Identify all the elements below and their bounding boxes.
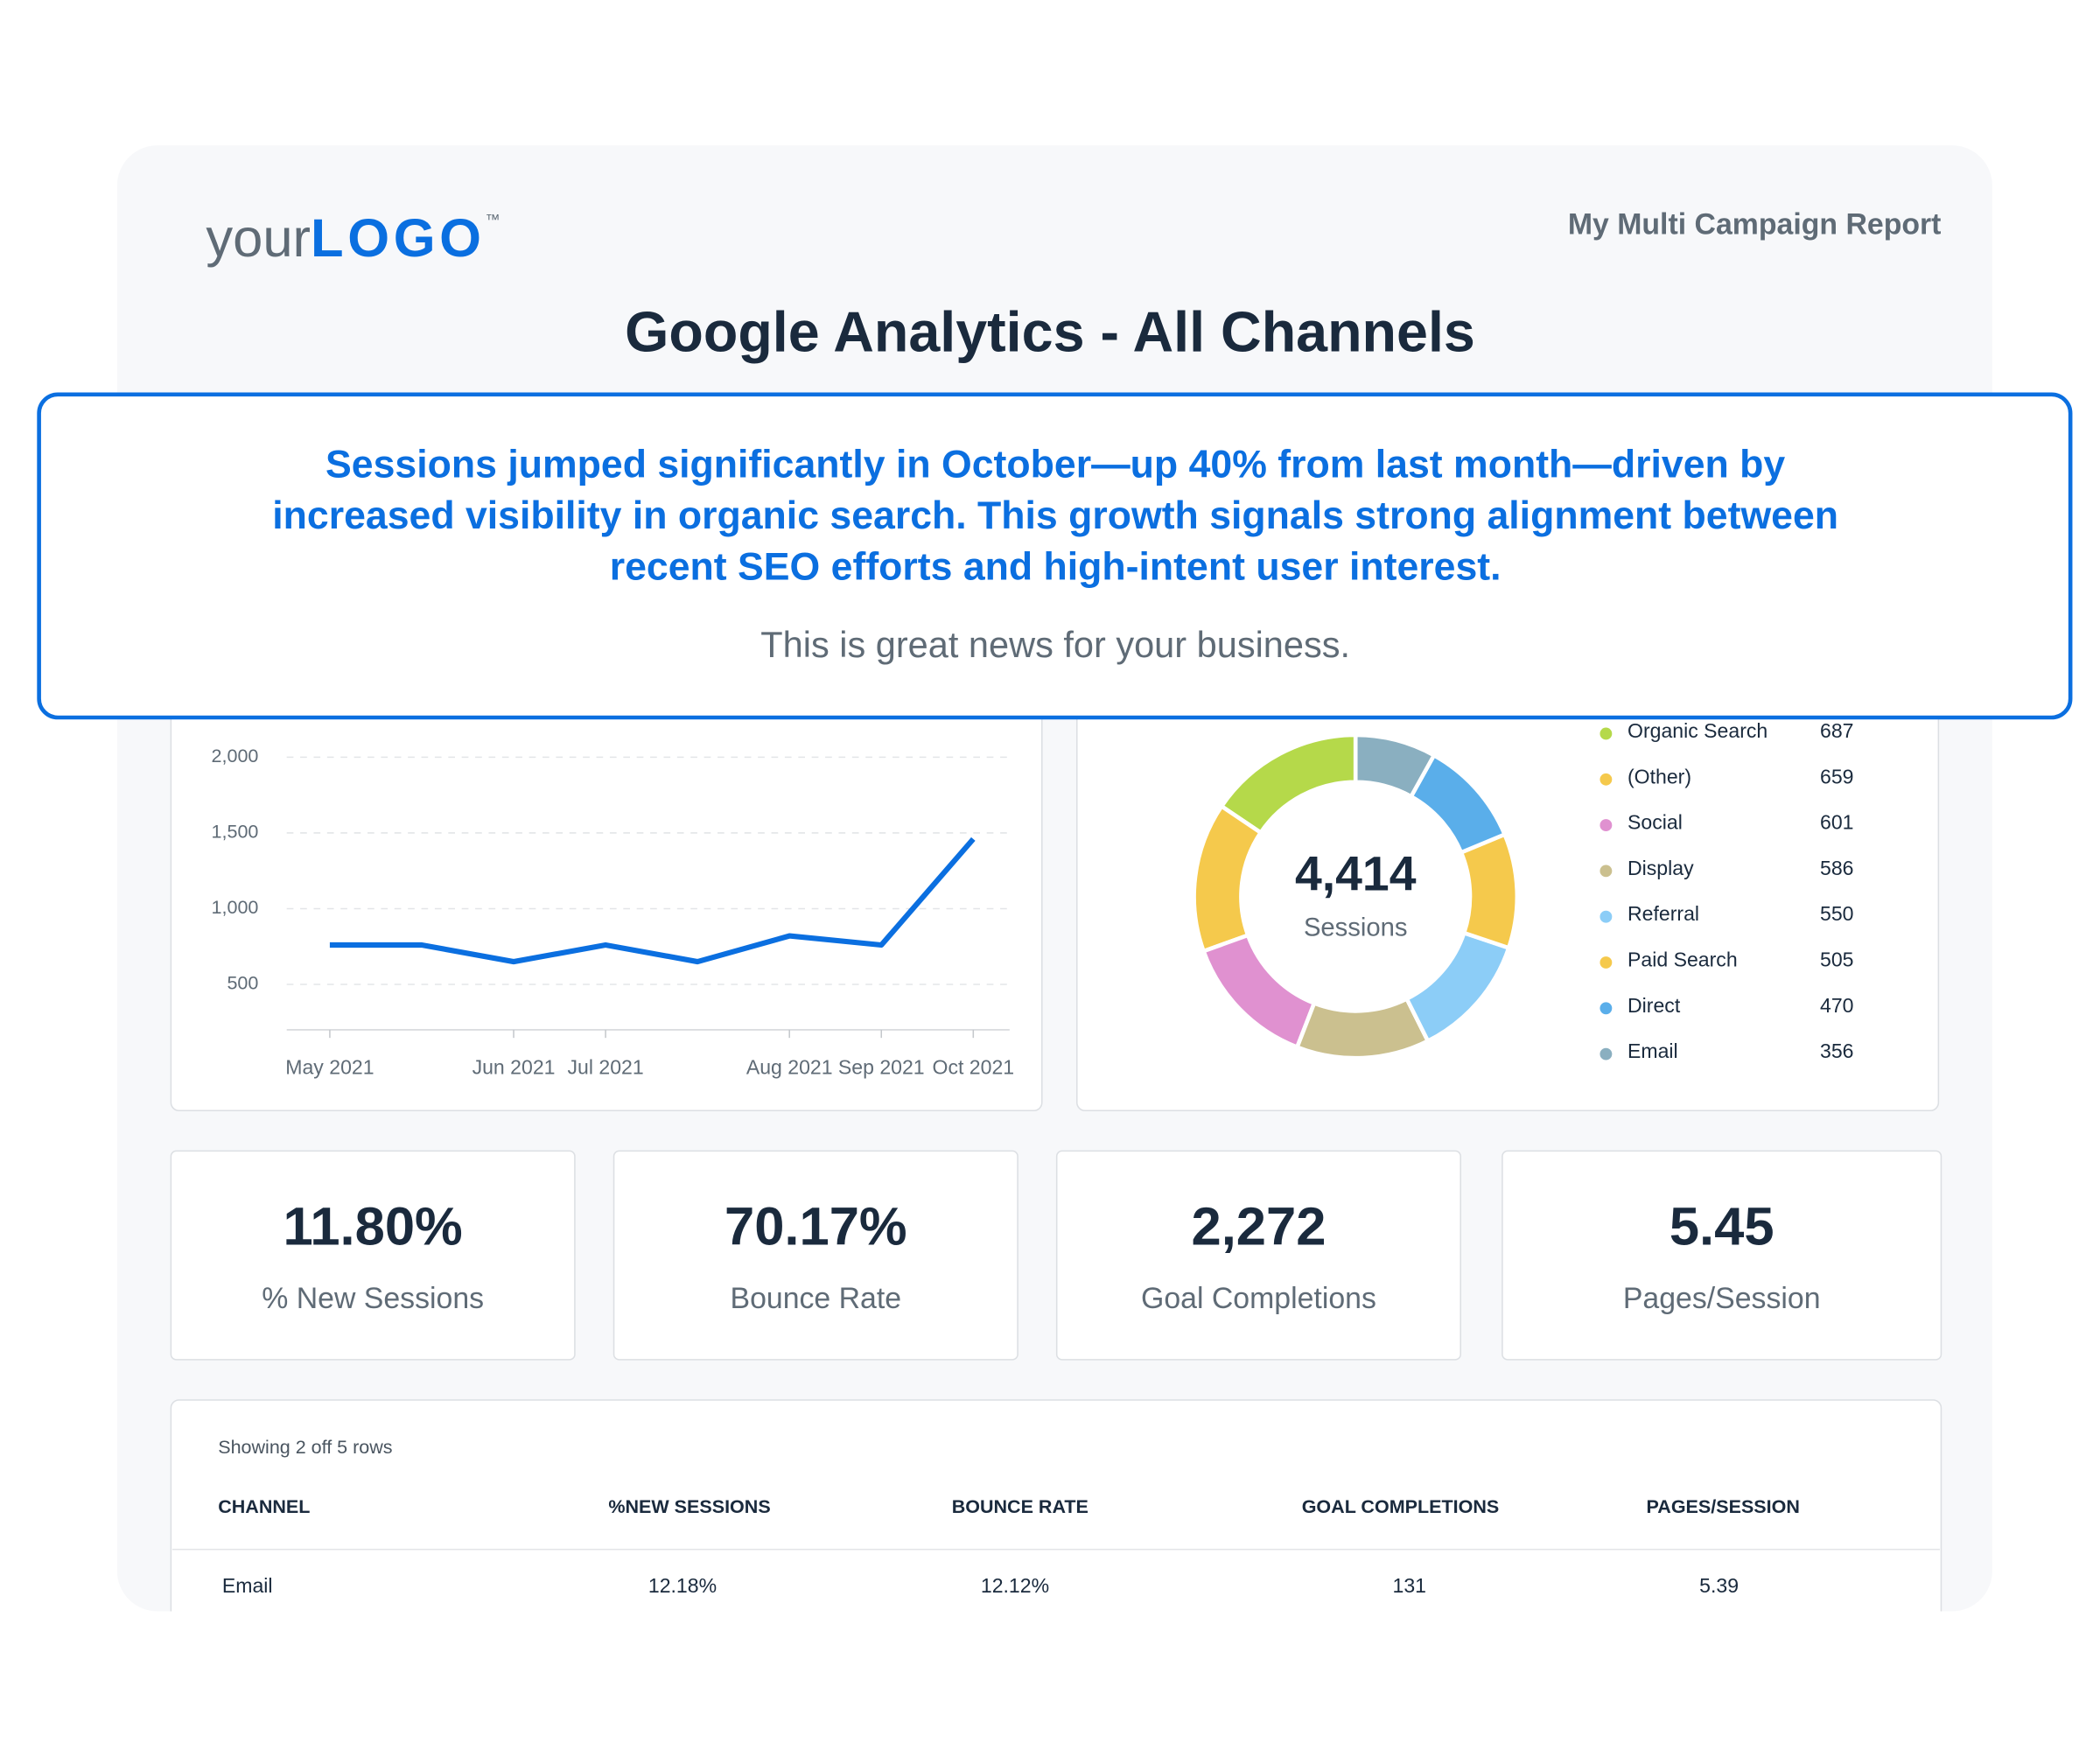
table-caption: Showing 2 off 5 rows — [218, 1437, 392, 1458]
legend-value: 659 — [1820, 765, 1853, 788]
table-panel — [170, 1399, 1942, 1612]
kpi-label: Bounce Rate — [731, 1282, 902, 1315]
donut-center-value: 4,414 — [1295, 847, 1417, 901]
legend-value: 687 — [1820, 719, 1853, 742]
table-header: PAGES/SESSION — [1647, 1496, 1800, 1517]
callout-line: Sessions jumped significantly in October… — [326, 444, 1785, 486]
kpi-value: 11.80% — [284, 1196, 463, 1256]
donut-segment — [1353, 732, 1437, 800]
legend-value: 586 — [1820, 857, 1853, 879]
kpi-card — [1502, 1150, 1942, 1361]
legend-dot — [1600, 910, 1613, 923]
table-header: GOAL COMPLETIONS — [1302, 1496, 1500, 1517]
legend-label: Paid Search — [1628, 948, 1738, 971]
legend-value: 505 — [1820, 948, 1853, 971]
legend-label: Social — [1628, 811, 1683, 834]
callout-line: increased visibility in organic search. … — [272, 494, 1838, 537]
x-tick-label: Sep 2021 — [838, 1056, 925, 1079]
table-header: BOUNCE RATE — [952, 1496, 1088, 1517]
legend-label: Email — [1628, 1040, 1678, 1062]
logo-text: your — [206, 208, 311, 269]
kpi-card — [170, 1150, 576, 1361]
callout-subtext: This is great news for your business. — [760, 624, 1350, 665]
x-tick-label: Jun 2021 — [472, 1056, 556, 1079]
legend-label: Direct — [1628, 994, 1681, 1017]
legend-value: 356 — [1820, 1040, 1853, 1062]
kpi-label: Goal Completions — [1141, 1282, 1376, 1315]
legend-dot — [1600, 1047, 1613, 1060]
kpi-label: Pages/Session — [1623, 1282, 1821, 1315]
legend-value: 470 — [1820, 994, 1853, 1017]
legend-dot — [1600, 956, 1613, 969]
logo-mark: ™ — [486, 212, 500, 228]
legend-label: (Other) — [1628, 765, 1691, 788]
kpi-label: % New Sessions — [262, 1282, 484, 1315]
donut-center-label: Sessions — [1304, 914, 1408, 942]
report-content: yourLOGO™ My Multi Campaign Report Googl… — [170, 207, 1942, 1612]
callout-line: recent SEO efforts and high-intent user … — [610, 546, 1502, 589]
report-title: My Multi Campaign Report — [1568, 207, 1942, 241]
donut-chart: 4,414 Sessions Organic Search 687 (Other) 659… — [1192, 719, 1853, 1062]
y-tick-label: 1,500 — [212, 822, 259, 843]
x-tick-label: May 2021 — [285, 1056, 374, 1079]
legend-label: Referral — [1628, 902, 1699, 925]
donut-segment — [1458, 831, 1520, 951]
logo-text: LOGO — [311, 208, 486, 269]
legend-dot — [1600, 819, 1613, 831]
x-tick-label: Oct 2021 — [933, 1056, 1015, 1079]
line-chart-panel — [170, 685, 1043, 1111]
legend-dot — [1600, 864, 1613, 878]
kpi-value: 5.45 — [1670, 1196, 1774, 1256]
kpi-card — [1055, 1150, 1462, 1361]
line-chart: 500 1,000 1,500 2,000 May 2021 Jun 2021 Jul 20… — [212, 746, 1015, 1079]
table-header: CHANNEL — [218, 1496, 310, 1517]
page-title: Google Analytics - All Channels — [625, 301, 1475, 364]
y-tick-label: 500 — [227, 973, 258, 994]
table-header: %NEW SESSIONS — [608, 1496, 770, 1517]
legend-label: Organic Search — [1628, 719, 1768, 742]
callout-box — [37, 392, 2073, 720]
sessions-line — [329, 836, 976, 965]
legend-value: 601 — [1820, 811, 1853, 834]
table-cell: 5.39 — [1699, 1574, 1739, 1597]
legend-dot — [1600, 727, 1613, 740]
callout: Sessions jumped significantly in October… — [272, 444, 1838, 665]
x-tick-label: Jul 2021 — [567, 1056, 643, 1079]
kpi-value: 70.17% — [724, 1196, 907, 1256]
logo: yourLOGO™ — [206, 208, 500, 269]
legend-dot — [1600, 773, 1613, 786]
y-tick-label: 1,000 — [212, 897, 259, 918]
table-cell: 12.12% — [981, 1574, 1049, 1597]
kpi-value: 2,272 — [1191, 1196, 1326, 1256]
legend-value: 550 — [1820, 902, 1853, 925]
table-cell: 131 — [1393, 1574, 1426, 1597]
legend-label: Display — [1628, 857, 1694, 879]
y-tick-label: 2,000 — [212, 746, 259, 766]
table-cell: Email — [222, 1574, 273, 1597]
table-cell: 12.18% — [648, 1574, 717, 1597]
table: Showing 2 off 5 rows CHANNEL %NEW SESSIONS… — [172, 1437, 1940, 1597]
x-tick-label: Aug 2021 — [746, 1056, 833, 1079]
kpi-card — [612, 1150, 1018, 1361]
legend-dot — [1600, 1002, 1613, 1015]
kpi-row: 11.80% % New Sessions 70.17% Bounce Rate 2,2… — [170, 1150, 1942, 1361]
